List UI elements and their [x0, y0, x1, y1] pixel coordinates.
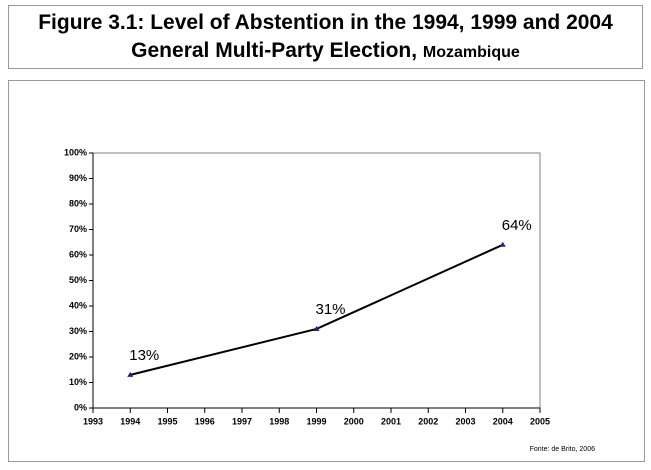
chart-title: Figure 3.1: Level of Abstention in the 1…: [38, 11, 613, 62]
data-label: 13%: [129, 347, 159, 364]
data-label: 31%: [315, 301, 345, 318]
y-tick-label: 60%: [69, 249, 87, 259]
marker: [499, 241, 506, 247]
y-tick-label: 30%: [69, 326, 87, 336]
x-tick-label: 1996: [195, 416, 215, 426]
y-tick-label: 100%: [64, 147, 87, 157]
y-tick-label: 20%: [69, 351, 87, 361]
source-note: Fonte: de Brito, 2006: [530, 446, 595, 453]
y-tick-label: 90%: [69, 173, 87, 183]
x-tick-label: 2002: [418, 416, 438, 426]
x-tick-label: 2001: [381, 416, 401, 426]
x-tick-label: 1997: [232, 416, 252, 426]
y-tick-label: 0%: [74, 402, 87, 412]
marker: [127, 371, 134, 377]
title-box: Figure 3.1: Level of Abstention in the 1…: [8, 5, 643, 69]
x-tick-label: 2003: [455, 416, 475, 426]
plot-frame: [92, 152, 541, 409]
x-tick-label: 1994: [120, 416, 140, 426]
x-tick-label: 1998: [269, 416, 289, 426]
x-tick-label: 2004: [493, 416, 513, 426]
x-tick-label: 2000: [344, 416, 364, 426]
y-tick-label: 40%: [69, 300, 87, 310]
y-tick-label: 10%: [69, 377, 87, 387]
chart-title-place: Mozambique: [422, 44, 520, 61]
data-label: 64%: [502, 217, 532, 234]
chart-frame: [8, 80, 645, 462]
x-tick-label: 1999: [306, 416, 326, 426]
x-tick-label: 1993: [83, 416, 103, 426]
y-tick-label: 80%: [69, 198, 87, 208]
x-tick-label: 1995: [157, 416, 177, 426]
y-tick-label: 50%: [69, 275, 87, 285]
x-tick-label: 2005: [530, 416, 550, 426]
y-tick-label: 70%: [69, 224, 87, 234]
marker: [313, 325, 320, 331]
